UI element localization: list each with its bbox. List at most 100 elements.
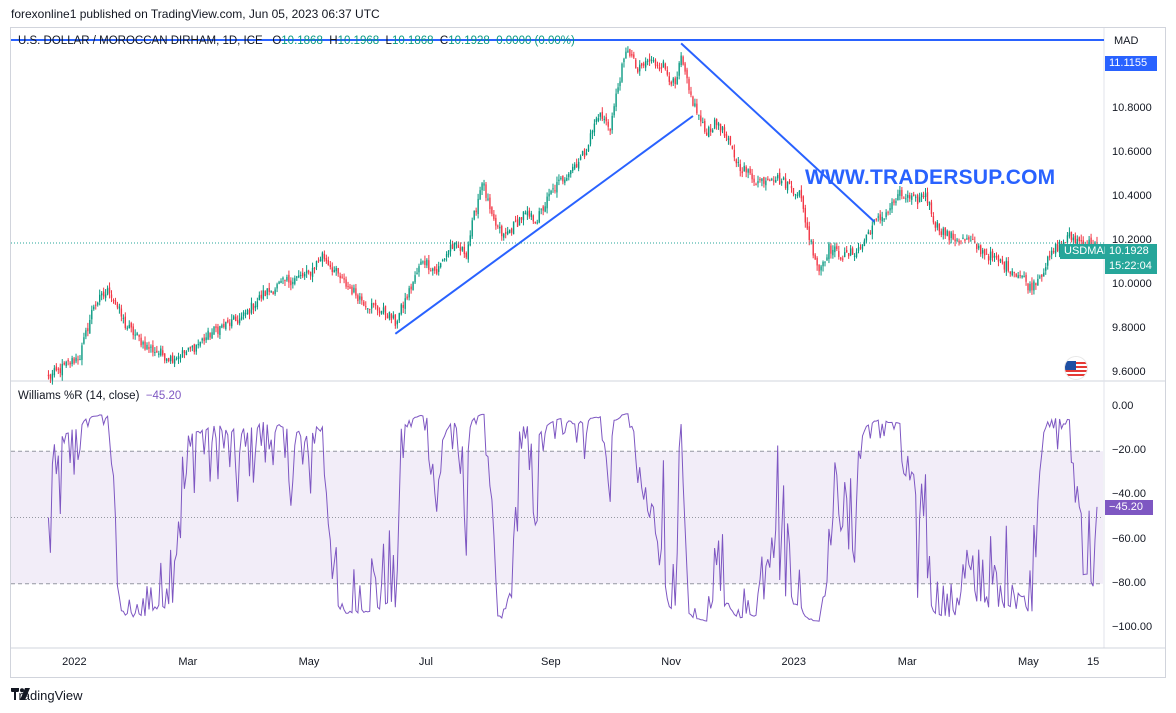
candle-body (581, 151, 584, 155)
candle-body (1021, 275, 1023, 278)
candle-body (207, 330, 209, 340)
candle-body (532, 215, 534, 222)
candle-body (556, 182, 558, 193)
candle-body (189, 346, 192, 349)
candle-body (1070, 231, 1073, 240)
candle-body (142, 342, 144, 345)
candle-body (958, 240, 960, 243)
candle-body (790, 185, 793, 189)
candle-body (993, 255, 996, 258)
candle-body (1001, 259, 1004, 263)
candle-body (307, 270, 310, 273)
candle-body (755, 184, 757, 186)
candle-body (524, 213, 527, 215)
candle-body (981, 250, 984, 254)
candle-body (883, 218, 885, 220)
candle-body (447, 250, 450, 255)
candle-body (268, 287, 270, 292)
time-axis-label: 2022 (62, 656, 87, 668)
candle-body (871, 225, 874, 235)
price-axis-label: 10.8000 (1112, 102, 1152, 115)
candle-body (302, 272, 304, 277)
candle-body (238, 318, 241, 324)
candle-body (995, 256, 998, 258)
us-flag-icon[interactable] (1064, 356, 1088, 380)
candle-body (999, 259, 1002, 261)
candle-body (185, 351, 188, 355)
candle-body (968, 237, 970, 240)
candle-body (670, 81, 672, 85)
candle-body (337, 268, 339, 274)
candle-body (319, 259, 322, 262)
candle-body (278, 281, 280, 284)
candle-body (173, 358, 176, 364)
candle-body (321, 252, 324, 262)
candle-body (564, 179, 566, 183)
candle-body (792, 187, 795, 194)
candle-body (808, 226, 810, 240)
open-label: O (272, 35, 282, 47)
price-axis-label: 10.0000 (1112, 278, 1152, 291)
williams-axis-label: −60.00 (1112, 532, 1146, 545)
candle-body (832, 249, 834, 256)
candle-body (1035, 283, 1037, 286)
candle-body (65, 361, 67, 367)
candle-body (583, 149, 586, 157)
candle-body (497, 225, 499, 227)
candle-body (445, 254, 448, 258)
candle-body (1052, 250, 1055, 253)
candle-body (396, 321, 398, 325)
candle-body (487, 198, 489, 200)
candle-body (920, 194, 923, 198)
candle-body (51, 373, 54, 381)
candle-body (160, 348, 162, 356)
candle-body (166, 358, 168, 361)
candle-body (1037, 278, 1039, 286)
candle-body (1066, 235, 1069, 243)
candle-body (767, 178, 769, 180)
candle-body (288, 274, 290, 283)
candle-body (644, 61, 647, 68)
candle-body (390, 313, 393, 320)
candle-body (91, 309, 93, 320)
price-axis-label: 9.8000 (1112, 322, 1146, 335)
candle-body (771, 178, 773, 180)
candle-body (323, 253, 326, 259)
candle-body (339, 275, 341, 279)
candle-body (806, 222, 808, 229)
candle-body (97, 302, 99, 305)
time-axis-label: 15 (1087, 656, 1100, 668)
candle-body (528, 210, 531, 217)
candle-body (635, 59, 637, 69)
candle-body (347, 286, 349, 288)
candle-body (256, 301, 259, 308)
candle-body (824, 261, 826, 263)
candle-body (499, 226, 501, 229)
williams-legend: Williams %R (14, close) −45.20 (18, 390, 181, 402)
candle-body (857, 247, 860, 251)
candle-body (550, 190, 552, 195)
candle-body (146, 344, 148, 349)
candle-body (193, 344, 195, 352)
candle-body (607, 121, 609, 127)
candle-body (148, 346, 150, 350)
candle-body (140, 337, 142, 346)
candle-body (1090, 237, 1092, 247)
candle-body (469, 235, 471, 246)
candle-body (333, 269, 335, 273)
candle-body (266, 288, 268, 295)
candle-body (838, 251, 840, 257)
candle-body (1025, 274, 1027, 282)
candle-body (284, 279, 286, 282)
candle-body (353, 287, 355, 293)
candle-body (751, 173, 753, 180)
candle-body (796, 194, 799, 197)
candle-body (1011, 271, 1013, 276)
candle-body (236, 320, 239, 324)
candle-body (983, 249, 986, 256)
candle-body (991, 251, 994, 258)
tradingview-footer[interactable]: TradingView (11, 688, 83, 703)
candle-body (164, 353, 166, 361)
candle-body (87, 328, 89, 332)
